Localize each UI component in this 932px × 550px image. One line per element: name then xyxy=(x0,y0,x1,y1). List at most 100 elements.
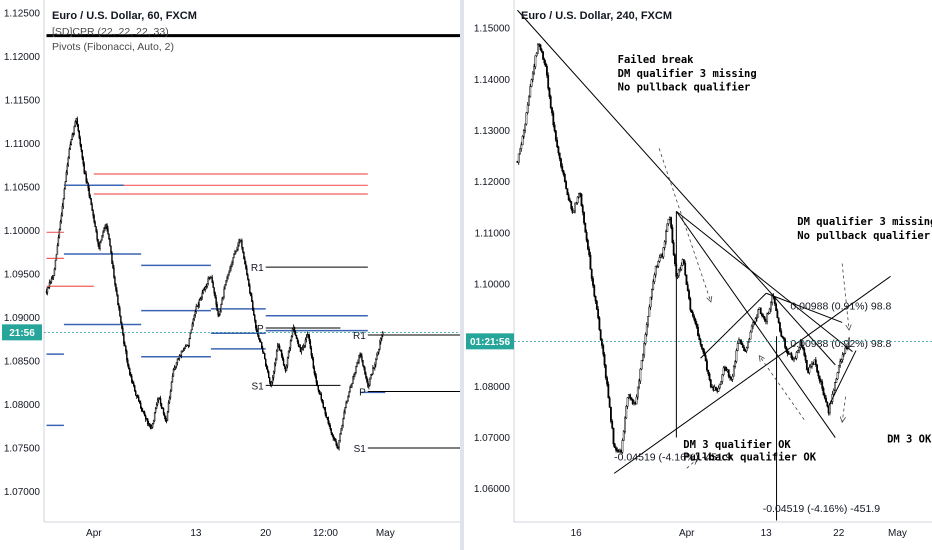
candle-body xyxy=(91,204,93,211)
candle-body xyxy=(369,378,371,386)
candle-body xyxy=(143,412,146,417)
pivot-level-label: S1 xyxy=(354,444,367,455)
candle-body xyxy=(779,322,781,332)
candle-body xyxy=(531,72,534,80)
candle-body xyxy=(216,304,218,312)
candle-body xyxy=(647,316,649,325)
candle-body xyxy=(546,66,548,76)
candle-body xyxy=(63,188,66,200)
dashed-arrow-line xyxy=(758,355,805,420)
candle-body xyxy=(217,310,219,316)
time-tag-label: 01:21:56 xyxy=(470,337,510,348)
candle-body xyxy=(90,198,92,206)
candle-body xyxy=(821,381,824,389)
candle-body xyxy=(176,358,179,363)
candle-body xyxy=(640,360,643,370)
candle-body xyxy=(335,441,337,445)
candle-body xyxy=(49,282,52,284)
candle-body xyxy=(684,262,687,276)
candle-body xyxy=(718,383,721,389)
candle-body xyxy=(181,350,184,353)
candle-body xyxy=(72,133,74,135)
candle-body xyxy=(66,164,69,173)
candle-body xyxy=(255,320,257,329)
candle-body xyxy=(820,380,822,383)
panel-separator[interactable] xyxy=(460,0,464,550)
candle-body xyxy=(371,373,373,376)
candle-body xyxy=(78,130,80,139)
candle-body xyxy=(777,317,780,323)
time-tag-background xyxy=(2,324,42,341)
candle-body xyxy=(99,241,101,250)
candle-body xyxy=(324,406,326,415)
candle-body xyxy=(193,314,195,320)
candle-body xyxy=(239,241,241,243)
candle-body xyxy=(337,447,339,449)
candle-body xyxy=(352,376,354,384)
candle-body xyxy=(304,339,307,346)
left-chart-panel[interactable]: 1.12500 1.12000 1.11500 1.11000 1.10500 1.100… xyxy=(0,0,460,550)
candle-body xyxy=(747,341,749,349)
candle-body xyxy=(556,139,559,147)
pivot-level-label: R1 xyxy=(353,331,366,342)
x-tick-label: 16 xyxy=(571,528,583,539)
candle-body xyxy=(266,365,268,370)
candle-body xyxy=(46,287,49,293)
candle-body xyxy=(65,172,68,182)
candle-body xyxy=(560,158,562,167)
candle-body xyxy=(332,434,334,438)
candle-body xyxy=(115,284,117,291)
candle-body xyxy=(313,367,316,374)
candle-body xyxy=(606,377,608,385)
candle-body xyxy=(182,349,185,352)
candle-body xyxy=(613,443,616,448)
candle-body xyxy=(732,366,735,377)
candle-body xyxy=(315,376,318,383)
candle-body xyxy=(355,366,357,373)
left-levels: R1 P S1 R1 P S1 xyxy=(46,34,460,455)
candle-body xyxy=(752,322,754,327)
candle-body xyxy=(67,157,70,166)
right-chart-panel[interactable]: 1.15000 1.14000 1.13000 1.12000 1.11000 1.100… xyxy=(466,0,932,539)
candle-body xyxy=(544,62,547,67)
candle-body xyxy=(734,361,737,367)
candle-body xyxy=(722,367,725,375)
candle-body xyxy=(95,226,97,232)
candle-body xyxy=(680,265,683,270)
measurement-label: 0.00988 (0.91%) 98.8 xyxy=(790,301,891,313)
candle-body xyxy=(113,267,115,278)
annotation-text: No pullback qualifier xyxy=(797,230,930,242)
candle-body xyxy=(776,310,779,319)
candle-body xyxy=(744,350,747,352)
candle-body xyxy=(153,412,156,422)
candle-body xyxy=(638,380,640,388)
candle-body xyxy=(152,420,155,424)
candle-body xyxy=(82,157,84,164)
candle-body xyxy=(68,148,71,158)
candle-body xyxy=(293,327,296,333)
candle-body xyxy=(621,440,624,453)
candle-body xyxy=(360,354,362,357)
candle-body xyxy=(611,421,614,429)
candle-body xyxy=(571,208,574,213)
candle-body xyxy=(635,396,638,405)
candle-body xyxy=(658,257,661,262)
candle-body xyxy=(721,374,724,382)
candle-body xyxy=(311,355,314,359)
y-tick-label: 1.15000 xyxy=(474,24,511,35)
candle-body xyxy=(160,403,163,409)
candle-body xyxy=(276,345,279,352)
candle-body xyxy=(552,112,555,126)
candle-body xyxy=(347,396,349,402)
candle-body xyxy=(837,365,840,373)
candle-body xyxy=(353,374,355,377)
left-crosshair: 21:56 xyxy=(2,324,460,341)
candle-body xyxy=(607,384,610,399)
candle-body xyxy=(519,148,521,155)
candle-body xyxy=(822,388,825,396)
candle-body xyxy=(229,267,231,273)
candle-body xyxy=(322,402,324,408)
candle-body xyxy=(740,341,743,345)
y-tick-label: 1.06000 xyxy=(474,484,511,495)
